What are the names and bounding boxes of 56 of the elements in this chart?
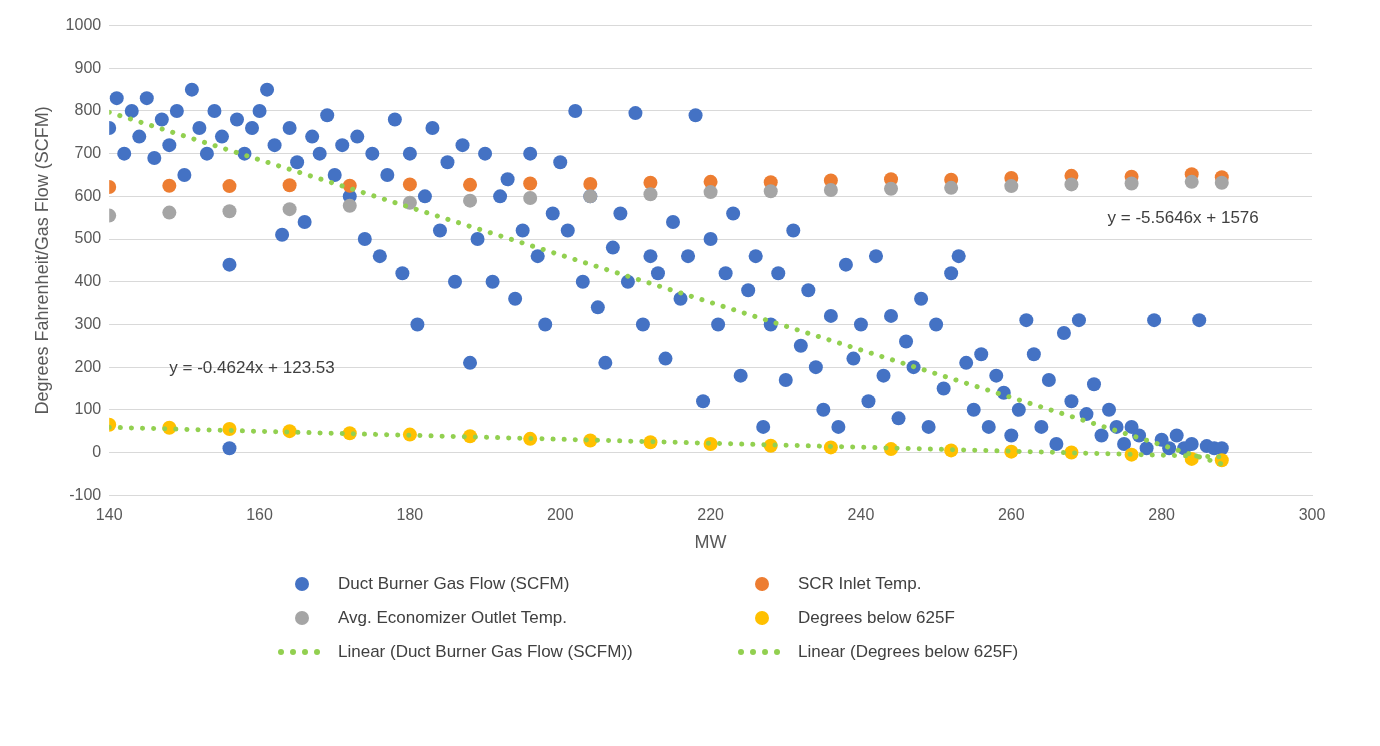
point <box>282 178 297 193</box>
point <box>1184 174 1199 189</box>
y-tick-label: 800 <box>74 101 102 119</box>
point <box>823 182 838 197</box>
point <box>463 177 478 192</box>
x-tick-label: 160 <box>246 506 273 524</box>
point <box>523 191 538 206</box>
y-tick-label: 100 <box>74 400 102 418</box>
point <box>643 187 658 202</box>
y-tick-label: 600 <box>74 186 102 204</box>
point <box>162 178 177 193</box>
y-tick-label: 400 <box>74 272 102 290</box>
point <box>222 204 237 219</box>
y-tick-label: 300 <box>74 314 102 332</box>
legend-label: SCR Inlet Temp. <box>798 574 922 594</box>
legend-label: Duct Burner Gas Flow (SCFM) <box>338 574 570 594</box>
point <box>402 177 417 192</box>
legend-label: Avg. Economizer Outlet Temp. <box>338 608 567 628</box>
y-tick-label: 900 <box>74 58 102 76</box>
point <box>523 176 538 191</box>
point <box>342 198 357 213</box>
point <box>944 180 959 195</box>
y-axis-title: Degrees Fahrenheit/Gas Flow (SCFM) <box>31 106 52 415</box>
point <box>1064 177 1079 192</box>
annotation: y = -5.5646x + 1576 <box>1107 207 1259 227</box>
point <box>282 202 297 217</box>
point <box>643 175 658 190</box>
y-tick-label: 200 <box>74 357 102 375</box>
x-tick-label: 240 <box>847 506 875 524</box>
point <box>703 185 718 200</box>
x-tick-label: 260 <box>997 506 1025 524</box>
legend-label: Linear (Degrees below 625F) <box>798 642 1019 662</box>
y-tick-label: 700 <box>74 144 102 162</box>
point <box>162 205 177 220</box>
x-tick-label: 200 <box>546 506 574 524</box>
x-tick-label: 220 <box>697 506 725 524</box>
annotation: y = -0.4624x + 123.53 <box>169 358 335 378</box>
x-tick-label: 140 <box>95 506 123 524</box>
y-tick-label: 0 <box>92 442 102 460</box>
x-tick-label: 180 <box>396 506 424 524</box>
legend-label: Degrees below 625F <box>798 608 955 628</box>
point <box>884 181 899 196</box>
x-tick-label: 280 <box>1148 506 1176 524</box>
point <box>1124 176 1139 191</box>
point <box>763 184 778 199</box>
point <box>1214 175 1229 190</box>
legend-label: Linear (Duct Burner Gas Flow (SCFM)) <box>338 642 633 662</box>
point <box>1004 179 1019 194</box>
x-axis-title: MW <box>694 532 727 553</box>
y-tick-label: -100 <box>69 485 102 503</box>
y-tick-label: 500 <box>74 229 102 247</box>
y-tick-label: 1000 <box>65 16 102 34</box>
point <box>222 179 237 194</box>
x-tick-label: 300 <box>1298 506 1326 524</box>
point <box>463 193 478 208</box>
point <box>583 176 598 191</box>
